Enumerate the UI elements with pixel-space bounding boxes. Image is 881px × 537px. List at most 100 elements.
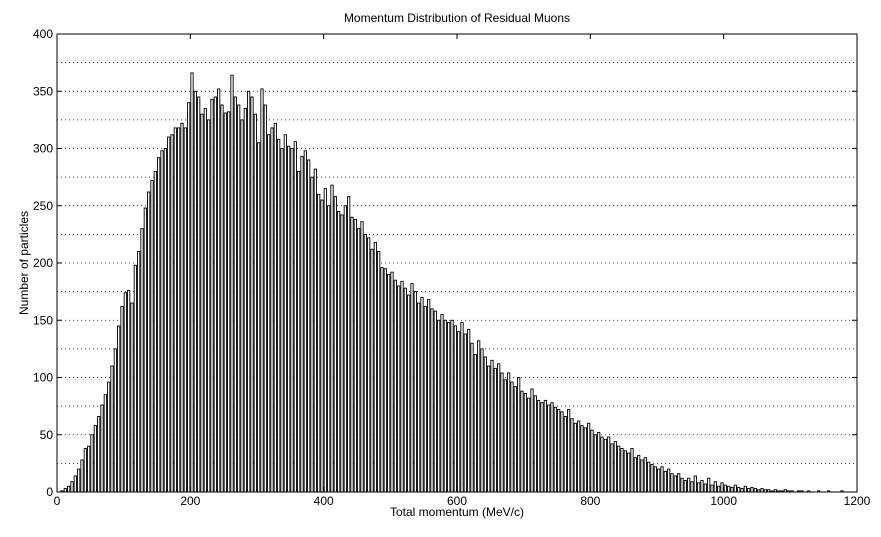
- histogram-bar: [447, 322, 451, 493]
- histogram-bar: [420, 296, 424, 493]
- x-tick-label: 1200: [844, 494, 871, 508]
- histogram-bar: [480, 348, 484, 493]
- histogram-bar: [440, 314, 444, 493]
- histogram-bar: [250, 96, 254, 493]
- histogram-bar: [557, 409, 561, 493]
- histogram-bar: [113, 348, 117, 493]
- histogram-bar: [207, 119, 211, 493]
- histogram-bar: [73, 475, 77, 493]
- histogram-bar: [673, 475, 677, 493]
- histogram-bar: [377, 251, 381, 493]
- histogram-bar: [213, 96, 217, 493]
- histogram-bar: [390, 271, 394, 493]
- histogram-bar: [157, 157, 161, 493]
- histogram-bar: [633, 457, 637, 493]
- histogram-bar: [653, 466, 657, 493]
- histogram-bar: [167, 136, 171, 493]
- histogram-bar: [220, 104, 224, 493]
- x-axis-ticks: 0 200 400 600 800 1000 1200: [54, 34, 871, 508]
- histogram-bar: [613, 441, 617, 493]
- histogram-bar: [383, 268, 387, 493]
- histogram-bar: [537, 399, 541, 493]
- histogram-bar: [263, 104, 267, 493]
- histogram-bar: [367, 237, 371, 493]
- histogram-bar: [710, 484, 714, 493]
- histogram-bar: [473, 354, 477, 493]
- x-tick-label: 1000: [710, 494, 737, 508]
- histogram-bar: [657, 468, 661, 493]
- histogram-bar: [597, 432, 601, 493]
- histogram-bar: [153, 170, 157, 493]
- histogram-bar: [177, 127, 181, 493]
- histogram-bar: [600, 436, 604, 493]
- histogram-bar: [747, 488, 751, 493]
- histogram-bar: [507, 372, 511, 493]
- histogram-bar: [140, 228, 144, 493]
- histogram-bar: [63, 488, 67, 493]
- histogram-bar: [580, 425, 584, 493]
- histogram-bar: [550, 402, 554, 493]
- histogram-bar: [333, 196, 337, 493]
- histogram-bar: [467, 328, 471, 493]
- histogram-bar: [80, 459, 84, 493]
- histogram-bar: [147, 191, 151, 493]
- histogram-bar: [587, 422, 591, 493]
- y-tick-label: 200: [33, 256, 53, 270]
- histogram-bar: [323, 188, 327, 493]
- histogram-bar: [77, 468, 81, 493]
- histogram-bar: [707, 477, 711, 493]
- histogram-bar: [677, 473, 681, 493]
- histogram-bar: [413, 291, 417, 493]
- y-tick-label: 100: [33, 371, 53, 385]
- histogram-bar: [253, 113, 257, 493]
- histogram-bar: [703, 483, 707, 493]
- histogram-bar: [90, 434, 94, 493]
- histogram-bar: [427, 299, 431, 493]
- histogram-bar: [733, 484, 737, 493]
- y-axis-label: Number of particles: [17, 211, 31, 315]
- histogram-bar: [387, 274, 391, 493]
- histogram-bar: [103, 394, 107, 493]
- histogram-bar: [690, 481, 694, 493]
- histogram-bar: [603, 438, 607, 493]
- histogram-bar: [393, 279, 397, 493]
- histogram-bar: [760, 488, 764, 493]
- histogram-bar: [463, 333, 467, 493]
- histogram-bar: [737, 486, 741, 493]
- histogram-bar: [423, 306, 427, 493]
- histogram-bar: [380, 267, 384, 493]
- histogram-bar: [617, 445, 621, 493]
- histogram-bar: [753, 488, 757, 493]
- histogram-bar: [593, 434, 597, 493]
- histogram-bar: [343, 205, 347, 493]
- histogram-bar: [297, 170, 301, 493]
- histogram-bar: [670, 473, 674, 493]
- histogram-bar: [83, 448, 87, 493]
- histogram-bar: [110, 365, 114, 493]
- histogram-bar: [360, 221, 364, 493]
- y-axis-ticks: 0 50 100 150 200 250 300 350 400: [33, 27, 857, 499]
- histogram-bar: [717, 485, 721, 493]
- histogram-bar: [570, 418, 574, 493]
- histogram-bar: [750, 486, 754, 493]
- histogram-bar: [313, 168, 317, 493]
- histogram-bar: [223, 112, 227, 493]
- histogram-bar: [723, 484, 727, 493]
- histogram-bar: [347, 196, 351, 493]
- histogram-bar: [430, 308, 434, 493]
- histogram-bar: [217, 88, 221, 493]
- histogram-bar: [143, 207, 147, 493]
- histogram-bar: [363, 233, 367, 493]
- histogram-bar: [697, 482, 701, 493]
- histogram-bar: [210, 98, 214, 493]
- histogram-bar: [203, 107, 207, 493]
- histogram-bar: [227, 111, 231, 493]
- histogram-bar: [637, 454, 641, 493]
- histogram-bar: [337, 211, 341, 493]
- histogram-bar: [247, 90, 251, 493]
- histogram-bar: [340, 214, 344, 493]
- histogram-bar: [667, 468, 671, 493]
- histogram-bar: [590, 429, 594, 493]
- y-tick-label: 350: [33, 84, 53, 98]
- histogram-bar: [470, 342, 474, 493]
